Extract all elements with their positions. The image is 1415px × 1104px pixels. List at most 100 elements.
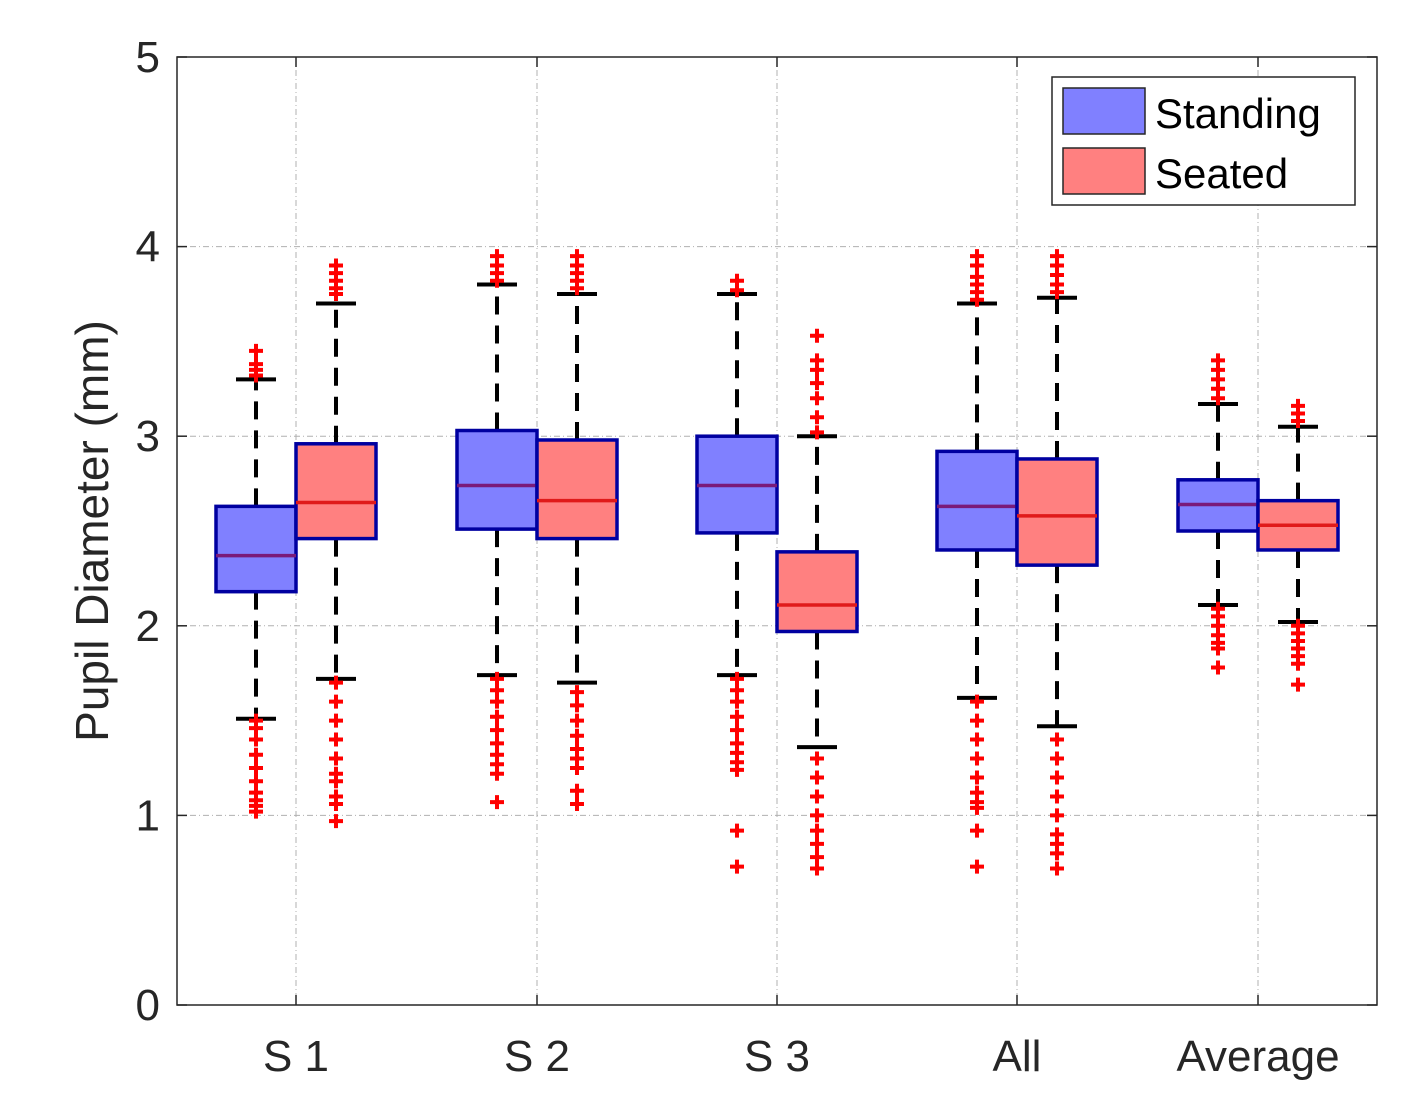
box-group-seated-s3 (775, 328, 859, 876)
outlier-seated-s3 (810, 850, 824, 865)
y-tick-label: 0 (136, 981, 160, 1030)
outlier-seated-s2 (570, 713, 584, 728)
outlier-seated-s3 (810, 770, 824, 785)
outlier-standing-s1 (249, 774, 263, 789)
box-group-seated-s2 (535, 249, 619, 812)
outlier-seated-s3 (810, 808, 824, 823)
outlier-seated-all (1050, 249, 1064, 264)
outlier-seated-s2 (570, 698, 584, 713)
plot-area (214, 249, 1340, 876)
outlier-seated-all (1050, 861, 1064, 876)
x-tick-label: Average (1176, 1032, 1339, 1081)
outlier-standing-s1 (249, 357, 263, 372)
y-tick-label: 4 (136, 223, 160, 272)
box-seated-s1 (294, 442, 378, 541)
outlier-standing-all (970, 859, 984, 874)
outlier-seated-s3 (810, 836, 824, 851)
outlier-seated-all (1050, 770, 1064, 785)
outlier-seated-s1 (329, 694, 343, 709)
y-tick-label: 1 (136, 791, 160, 840)
outlier-standing-s3 (730, 671, 744, 686)
box-seated-s2 (535, 438, 619, 541)
outlier-seated-s2 (570, 249, 584, 264)
legend-label-seated: Seated (1155, 150, 1288, 197)
box-group-standing-s3 (695, 273, 779, 874)
outlier-standing-s3 (730, 723, 744, 738)
outlier-seated-s2 (570, 797, 584, 812)
x-tick-label: S 2 (504, 1032, 570, 1081)
outlier-standing-s1 (249, 343, 263, 358)
outlier-seated-s2 (570, 728, 584, 743)
outlier-seated-s1 (329, 732, 343, 747)
box-group-seated-s1 (294, 258, 378, 829)
outlier-standing-all (970, 770, 984, 785)
outlier-seated-average (1291, 398, 1305, 413)
outlier-seated-all (1050, 751, 1064, 766)
y-axis-label: Pupil Diameter (mm) (66, 320, 118, 742)
outlier-standing-s1 (249, 761, 263, 775)
outlier-seated-average (1291, 677, 1305, 692)
outlier-seated-s3 (810, 410, 824, 425)
outlier-standing-s3 (730, 859, 744, 874)
legend: Standing Seated (1051, 76, 1356, 206)
y-tick-label: 2 (136, 602, 160, 651)
x-tick-label: All (993, 1032, 1042, 1081)
axis-ticks: 0 1 2 3 4 5 S 1 S 2 S 3 All Average (136, 33, 1377, 1081)
outlier-standing-all (970, 713, 984, 728)
outlier-standing-average (1211, 601, 1225, 616)
outlier-seated-s3 (810, 789, 824, 804)
outlier-seated-s1 (329, 258, 343, 273)
outlier-seated-all (1050, 808, 1064, 823)
outlier-seated-s3 (810, 328, 824, 343)
outlier-seated-s2 (570, 783, 584, 798)
outlier-seated-all (1050, 827, 1064, 842)
y-tick-label: 3 (136, 412, 160, 461)
outlier-seated-s3 (810, 823, 824, 838)
x-tick-label: S 1 (263, 1032, 329, 1081)
outlier-seated-s1 (329, 675, 343, 690)
outlier-seated-s1 (329, 814, 343, 829)
outlier-seated-average (1291, 618, 1305, 633)
box-group-seated-average (1256, 398, 1340, 692)
x-tick-label: S 3 (744, 1032, 810, 1081)
outlier-standing-s3 (730, 823, 744, 838)
outlier-standing-s3 (730, 709, 744, 724)
outlier-seated-s2 (570, 685, 584, 700)
box-group-standing-s2 (455, 249, 539, 810)
outlier-standing-all (970, 751, 984, 766)
outlier-seated-s1 (329, 751, 343, 766)
outlier-standing-s3 (730, 273, 744, 288)
outlier-standing-all (970, 694, 984, 709)
outlier-seated-s2 (570, 742, 584, 757)
box-standing-all (935, 449, 1019, 552)
legend-swatch-standing (1062, 87, 1146, 135)
outlier-standing-s2 (490, 723, 504, 738)
box-standing-s2 (455, 428, 539, 531)
outlier-standing-s3 (730, 736, 744, 751)
outlier-seated-s3 (810, 391, 824, 406)
outlier-standing-s2 (490, 249, 504, 264)
outlier-seated-all (1050, 789, 1064, 804)
box-standing-s1 (214, 504, 298, 594)
box-group-seated-all (1015, 249, 1099, 876)
outlier-standing-all (970, 823, 984, 838)
outlier-standing-average (1211, 353, 1225, 368)
outlier-standing-s2 (490, 795, 504, 810)
box-seated-s3 (775, 550, 859, 634)
outlier-standing-s2 (490, 736, 504, 751)
outlier-standing-average (1211, 660, 1225, 675)
outlier-standing-all (970, 785, 984, 800)
outlier-standing-s2 (490, 671, 504, 686)
outlier-seated-s1 (329, 766, 343, 781)
legend-label-standing: Standing (1155, 90, 1321, 137)
outlier-standing-s1 (249, 713, 263, 728)
y-tick-label: 5 (136, 33, 160, 82)
outlier-seated-s1 (329, 789, 343, 804)
outlier-seated-all (1050, 732, 1064, 747)
outlier-standing-all (970, 249, 984, 264)
outlier-standing-all (970, 732, 984, 747)
outlier-standing-s2 (490, 709, 504, 724)
outlier-standing-s1 (249, 747, 263, 762)
box-seated-all (1015, 457, 1099, 567)
